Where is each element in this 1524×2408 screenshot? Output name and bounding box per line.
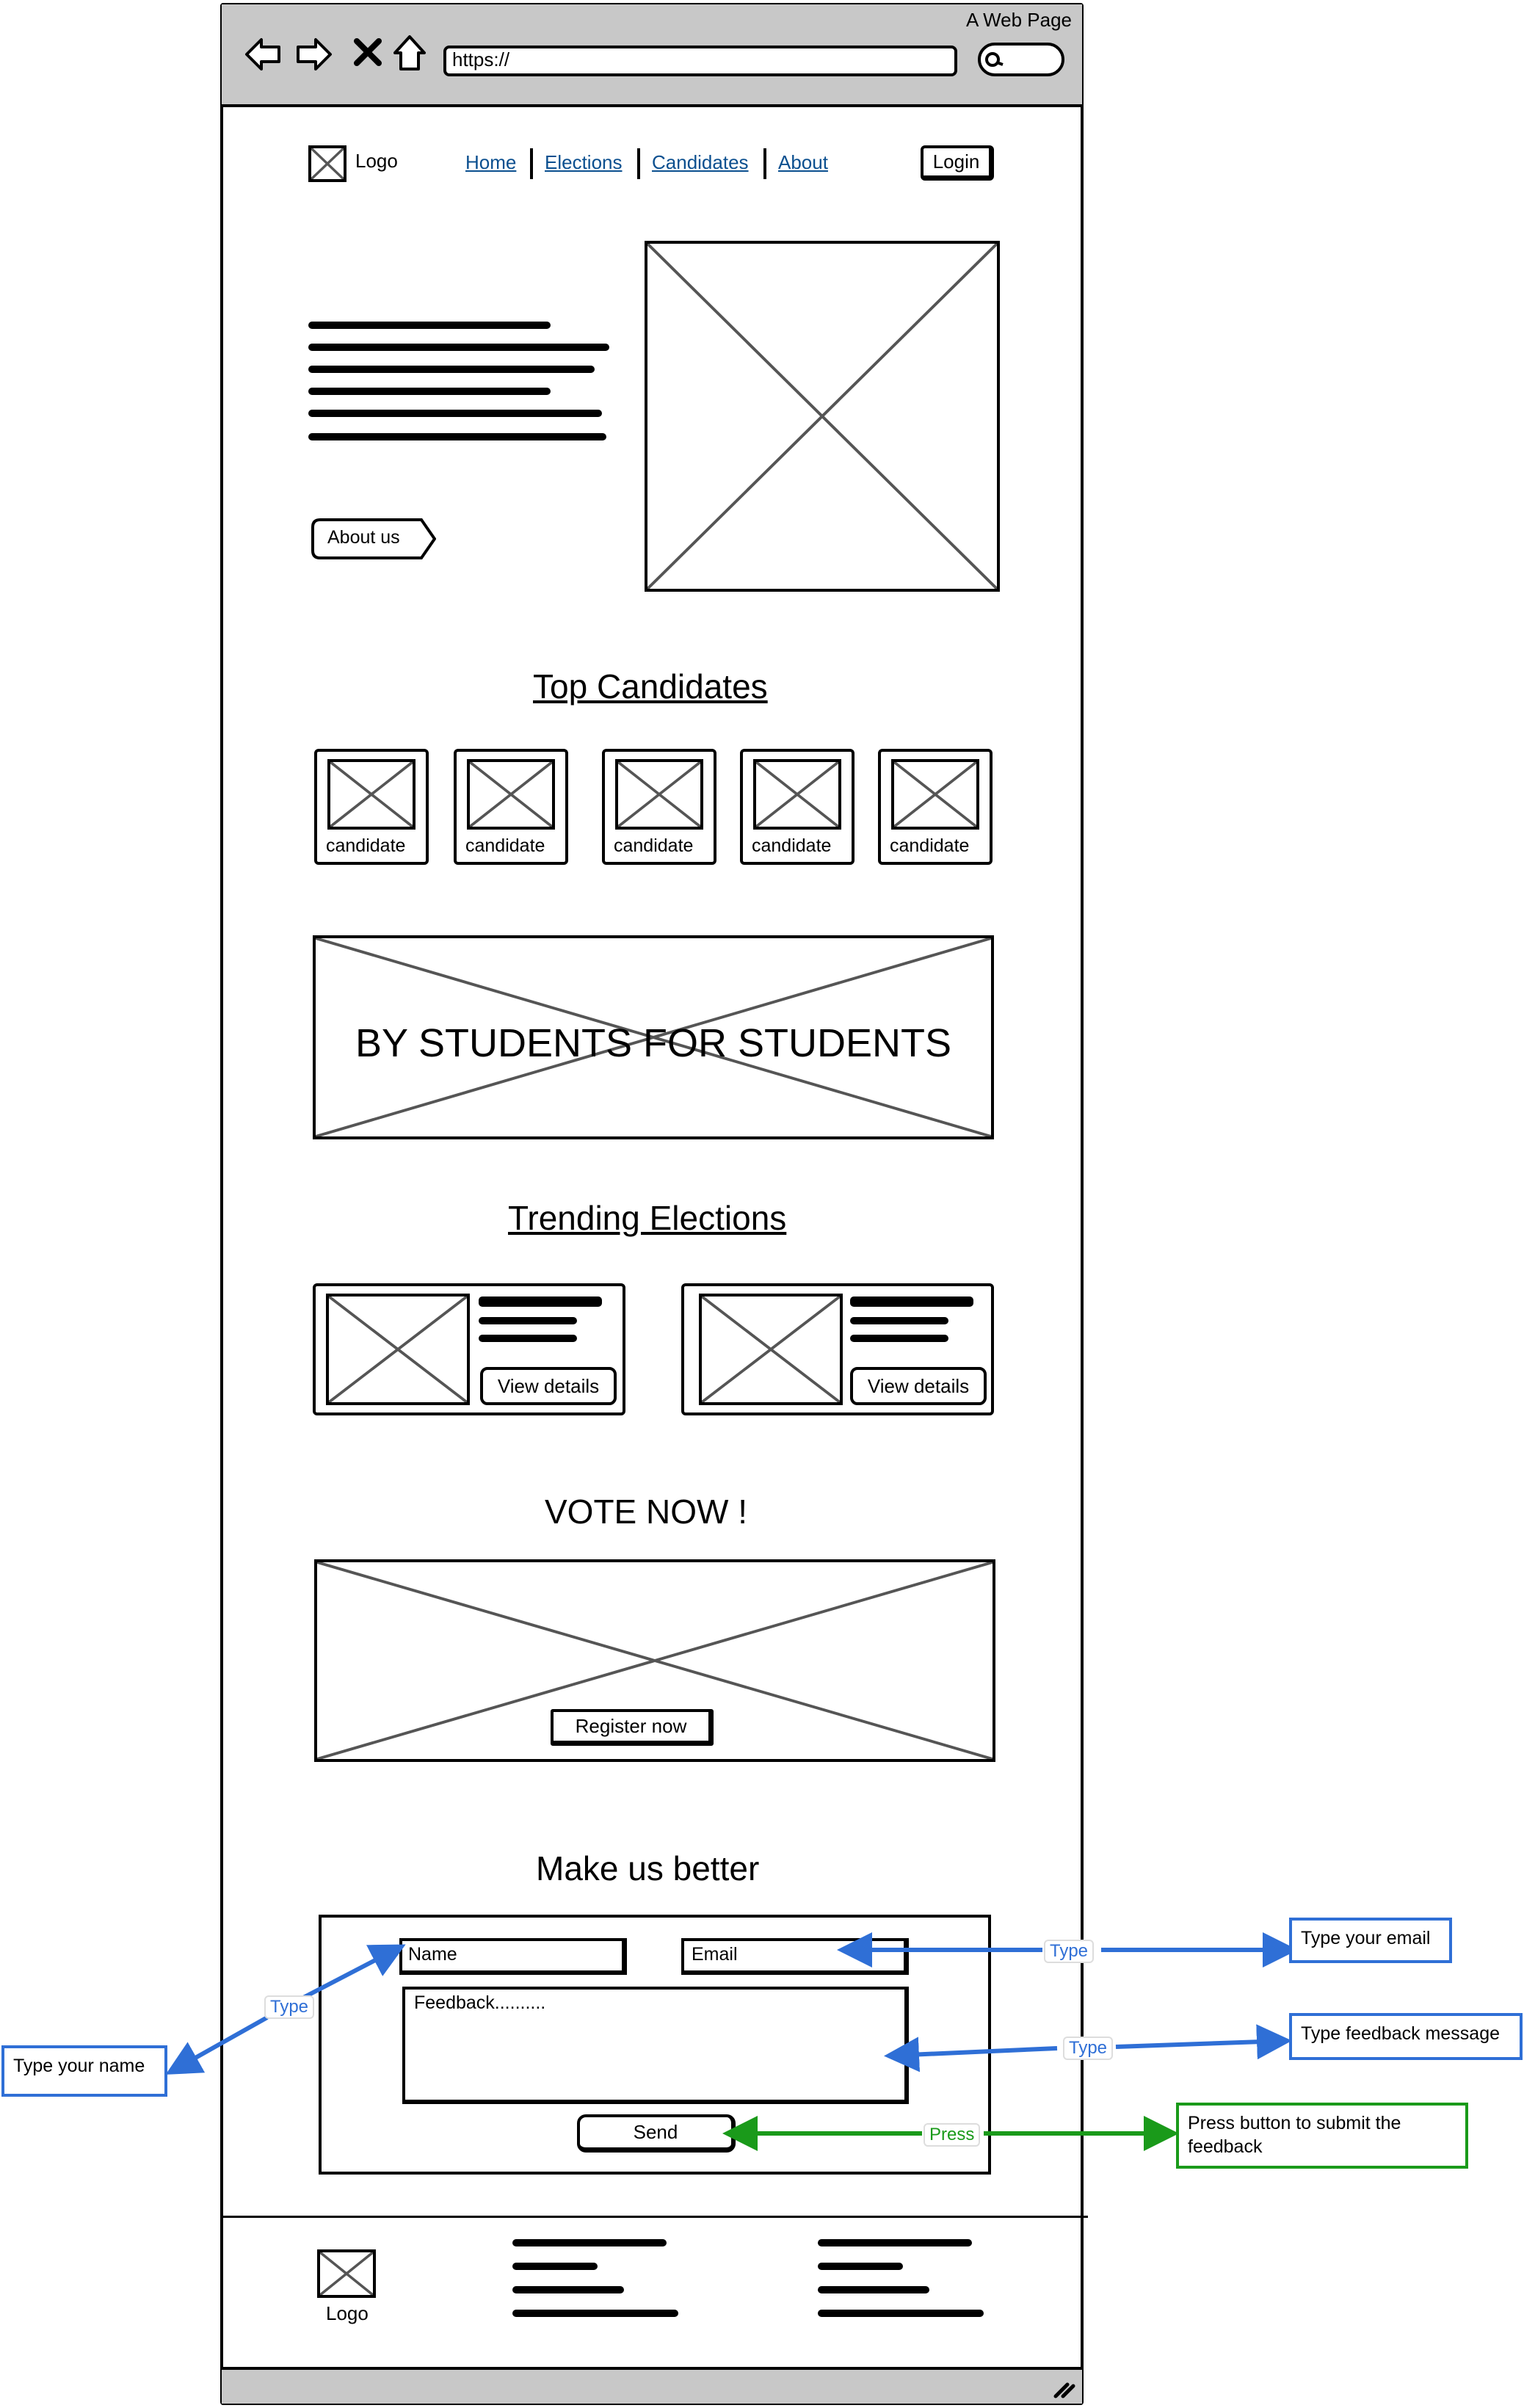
home-icon[interactable] [391, 32, 429, 73]
register-now-button[interactable]: Register now [551, 1709, 714, 1746]
press-tag-send: Press [924, 2123, 981, 2147]
candidate-image [615, 759, 703, 830]
view-details-button[interactable]: View details [850, 1367, 987, 1405]
election-image [326, 1294, 470, 1405]
feedback-heading: Make us better [536, 1849, 760, 1887]
candidate-image [467, 759, 555, 830]
candidate-label: candidate [614, 835, 694, 856]
candidate-label: candidate [890, 835, 970, 856]
type-tag-message: Type [1063, 2037, 1114, 2060]
candidate-label: candidate [752, 835, 832, 856]
address-bar-url: https:// [452, 48, 510, 70]
browser-statusbar [222, 2367, 1082, 2404]
nav-separator [763, 148, 766, 179]
forward-icon[interactable] [294, 34, 335, 75]
header-logo-image[interactable] [308, 145, 346, 182]
nav-candidates[interactable]: Candidates [652, 151, 749, 173]
login-button[interactable]: Login [921, 145, 994, 181]
candidate-card[interactable]: candidate [314, 749, 429, 865]
send-button[interactable]: Send [577, 2114, 736, 2153]
footer-logo-image[interactable] [317, 2249, 376, 2298]
annotation-press-send: Press button to submit the feedback [1176, 2103, 1468, 2169]
annotation-type-email: Type your email [1289, 1918, 1452, 1963]
candidate-card[interactable]: candidate [740, 749, 854, 865]
vote-now-heading: VOTE NOW ! [545, 1493, 747, 1531]
candidate-card[interactable]: candidate [454, 749, 568, 865]
nav-home[interactable]: Home [465, 151, 517, 173]
view-details-button[interactable]: View details [480, 1367, 617, 1405]
candidate-label: candidate [465, 835, 545, 856]
candidate-image [891, 759, 979, 830]
candidate-label: candidate [326, 835, 406, 856]
type-tag-name: Type [264, 1995, 315, 2019]
election-image [699, 1294, 843, 1405]
type-tag-email: Type [1044, 1940, 1095, 1963]
nav-about[interactable]: About [778, 151, 828, 173]
trending-elections-heading: Trending Elections [508, 1199, 787, 1237]
hero-image [645, 241, 1000, 592]
back-icon[interactable] [242, 34, 283, 75]
footer-logo-label: Logo [326, 2302, 369, 2324]
email-placeholder: Email [692, 1944, 738, 1965]
annotation-type-name: Type your name [1, 2045, 167, 2097]
banner: BY STUDENTS FOR STUDENTS [313, 935, 994, 1139]
nav-elections[interactable]: Elections [545, 151, 623, 173]
election-card[interactable]: View details [681, 1283, 994, 1415]
top-candidates-heading: Top Candidates [533, 667, 768, 706]
browser-search-box[interactable] [978, 43, 1064, 76]
resize-grip-icon[interactable] [1048, 2373, 1078, 2399]
feedback-message-input[interactable] [402, 1987, 909, 2104]
name-placeholder: Name [408, 1944, 457, 1965]
about-us-button[interactable]: About us [311, 518, 436, 559]
header-logo-label: Logo [355, 150, 398, 172]
footer-divider [222, 2216, 1088, 2218]
search-icon [985, 52, 1004, 67]
candidate-card[interactable]: candidate [878, 749, 993, 865]
name-input[interactable] [399, 1938, 627, 1975]
banner-text: BY STUDENTS FOR STUDENTS [355, 1021, 952, 1065]
about-us-label: About us [327, 527, 400, 548]
candidate-image [327, 759, 416, 830]
candidate-card[interactable]: candidate [602, 749, 716, 865]
stop-icon[interactable] [351, 35, 385, 69]
browser-title: A Web Page [965, 9, 1073, 31]
election-card[interactable]: View details [313, 1283, 625, 1415]
nav-separator [530, 148, 533, 179]
nav-separator [637, 148, 640, 179]
address-bar[interactable] [443, 46, 957, 76]
feedback-message-placeholder: Feedback.......... [414, 1992, 546, 2013]
candidate-image [753, 759, 841, 830]
annotation-type-message: Type feedback message [1289, 2013, 1523, 2060]
